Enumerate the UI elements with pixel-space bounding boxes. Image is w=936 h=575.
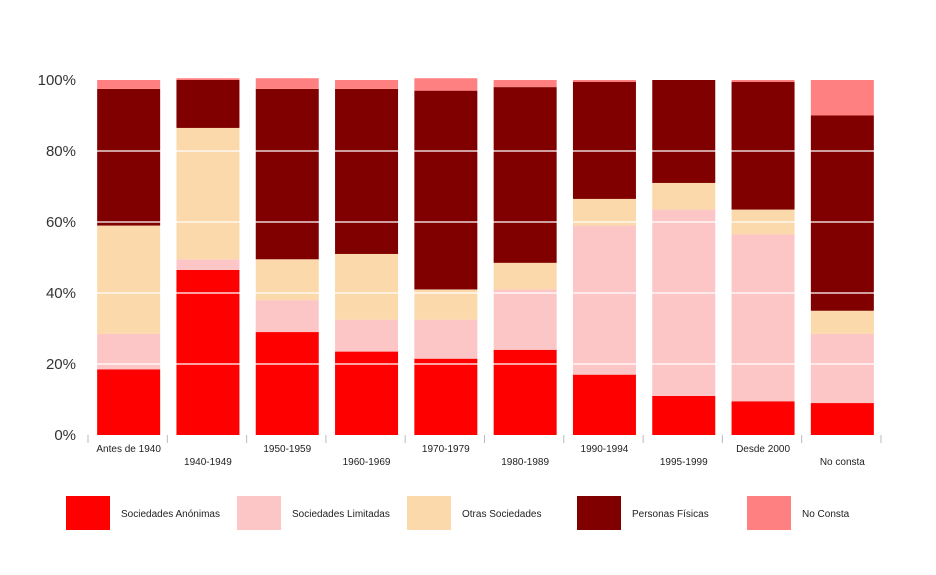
bar-segment [493,289,557,350]
bar-segment [493,87,557,263]
bar-segment [493,80,557,88]
bar-segment [255,332,319,435]
bar-segment [572,374,636,435]
x-tick-label: 1940-1949 [184,457,232,468]
legend-label: Otras Sociedades [462,509,542,520]
bar-segment [572,198,636,226]
legend-swatch [577,496,621,530]
bar-segment [572,81,636,199]
bar-segment [414,90,478,290]
bar-segment [335,80,399,89]
y-tick-label: 40% [46,285,76,302]
y-tick-label: 60% [46,214,76,231]
bar-segment [731,401,795,435]
legend-label: Personas Físicas [632,509,709,520]
bar-segment [335,319,399,352]
bar-segment [652,209,716,396]
bar-segment [176,127,240,260]
x-tick-label: 1950-1959 [263,444,311,455]
bars [97,78,874,435]
bar-segment [810,80,874,116]
x-tick-label: Antes de 1940 [96,444,161,455]
gridlines [88,150,881,365]
bar-segment [652,80,716,183]
bar-segment [652,182,716,210]
bar-segment [255,88,319,260]
bar-segment [731,234,795,402]
bar-segment [414,358,478,435]
bar-segment [335,88,399,254]
x-tick-label: 1960-1969 [343,457,391,468]
bar-segment [414,319,478,359]
axes: Antes de 1940 1940-1949 1950-1959 1960-1969… [38,72,882,468]
bar-segment [176,78,240,80]
bar-segment [255,300,319,333]
bar-segment [176,269,240,435]
bar-segment [810,333,874,404]
y-tick-label: 0% [54,427,76,444]
legend-swatch [237,496,281,530]
bar-segment [97,80,161,89]
bar-segment [810,115,874,311]
bar-segment [97,225,161,334]
legend-swatch [407,496,451,530]
bar-segment [97,369,161,435]
legend-swatch [66,496,110,530]
y-tick-label: 20% [46,356,76,373]
x-tick-label: Desde 2000 [736,444,790,455]
bar-segment [572,80,636,82]
bar-segment [493,349,557,435]
x-tick-label: 1980-1989 [501,457,549,468]
bar-segment [731,81,795,210]
bar-segment [810,310,874,334]
legend-swatch [747,496,791,530]
legend: Sociedades Anónimas Sociedades Limitadas O… [66,496,850,530]
bar-segment [572,225,636,375]
bar-segment [176,259,240,270]
bar-segment [652,395,716,435]
bar-segment [731,80,795,82]
bar-segment [255,78,319,89]
bar-segment [414,289,478,320]
legend-label: No Consta [802,509,850,520]
x-tick-label: 1970-1979 [422,444,470,455]
bar-segment [810,403,874,435]
x-tick-label: 1995-1999 [660,457,708,468]
legend-label: Sociedades Anónimas [121,509,220,520]
bar-segment [176,80,240,128]
bar-segment [335,253,399,320]
bar-segment [335,351,399,435]
bar-segment [255,259,319,301]
bar-segment [414,78,478,91]
legend-label: Sociedades Limitadas [292,509,390,520]
y-tick-label: 80% [46,143,76,160]
bar-segment [97,88,161,226]
y-tick-label: 100% [38,72,76,89]
x-tick-label: No consta [820,457,865,468]
bar-segment [493,262,557,290]
x-tick-label: 1990-1994 [581,444,629,455]
